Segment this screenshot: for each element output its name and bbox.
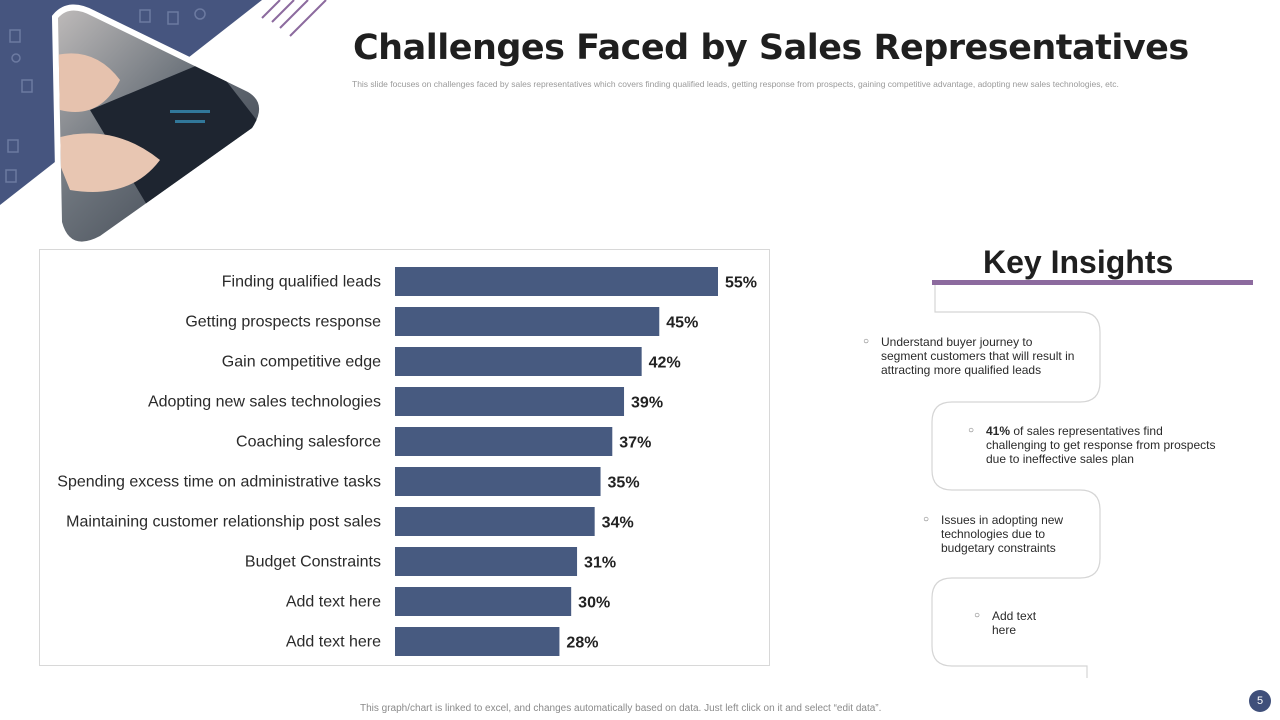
data-label: 37% <box>619 435 651 452</box>
insight-text: of sales representatives find challengin… <box>986 424 1216 466</box>
bar-chart: Finding qualified leads 55% Getting prospe… <box>57 267 757 656</box>
page-subtitle: This slide focuses on challenges faced b… <box>352 79 1119 89</box>
bar <box>395 507 595 536</box>
bar <box>395 267 718 296</box>
data-label: 55% <box>725 275 757 292</box>
bar <box>395 587 572 616</box>
category-label: Spending excess time on administrative t… <box>57 474 381 491</box>
bar <box>395 307 660 336</box>
footer-note: This graph/chart is linked to excel, and… <box>360 703 882 714</box>
bullet-icon: ○ <box>923 514 930 525</box>
category-label: Add text here <box>286 594 381 611</box>
insight-text: Add text here <box>992 609 1037 637</box>
bar <box>395 387 625 416</box>
data-label: 28% <box>566 635 598 652</box>
category-label: Budget Constraints <box>245 554 381 571</box>
insight-item-3: ○ Issues in adopting new technologies du… <box>923 513 1081 555</box>
data-label: 34% <box>602 515 634 532</box>
insight-item-4: ○ Add text here <box>974 609 1047 637</box>
key-insights-title: Key Insights <box>983 244 1174 280</box>
insight-item-1: ○ Understand buyer journey to segment cu… <box>863 335 1076 377</box>
bar <box>395 427 613 456</box>
bullet-icon: ○ <box>863 336 870 347</box>
insight-text: Understand buyer journey to segment cust… <box>881 335 1075 377</box>
accent-stripes <box>261 0 327 37</box>
page-title: Challenges Faced by Sales Representative… <box>353 28 1189 68</box>
data-label: 39% <box>631 395 663 412</box>
data-label: 30% <box>578 595 610 612</box>
data-label: 45% <box>666 315 698 332</box>
insight-text: Issues in adopting new technologies due … <box>941 513 1064 555</box>
icon-pattern <box>5 8 206 183</box>
category-label: Coaching salesforce <box>236 434 381 451</box>
bar <box>395 467 601 496</box>
bar-chart-container: Finding qualified leads 55% Getting prospe… <box>39 249 770 666</box>
category-label: Adopting new sales technologies <box>148 394 381 411</box>
insight-highlight: 41% <box>986 424 1011 438</box>
bar <box>395 347 642 376</box>
category-label: Finding qualified leads <box>222 274 381 291</box>
bar <box>395 547 578 576</box>
category-label: Getting prospects response <box>185 314 381 331</box>
insight-item-2: ○ 41% of sales representatives find chal… <box>968 424 1226 466</box>
data-label: 42% <box>649 355 681 372</box>
data-label: 31% <box>584 555 616 572</box>
header-decoration <box>0 0 327 248</box>
page-number: 5 <box>1249 690 1271 712</box>
bullet-icon: ○ <box>968 425 975 436</box>
category-label: Add text here <box>286 634 381 651</box>
category-label: Maintaining customer relationship post s… <box>66 514 381 531</box>
bullet-icon: ○ <box>974 610 981 621</box>
data-label: 35% <box>608 475 640 492</box>
category-label: Gain competitive edge <box>222 354 381 371</box>
key-insights-underline <box>932 280 1253 285</box>
bar <box>395 627 560 656</box>
